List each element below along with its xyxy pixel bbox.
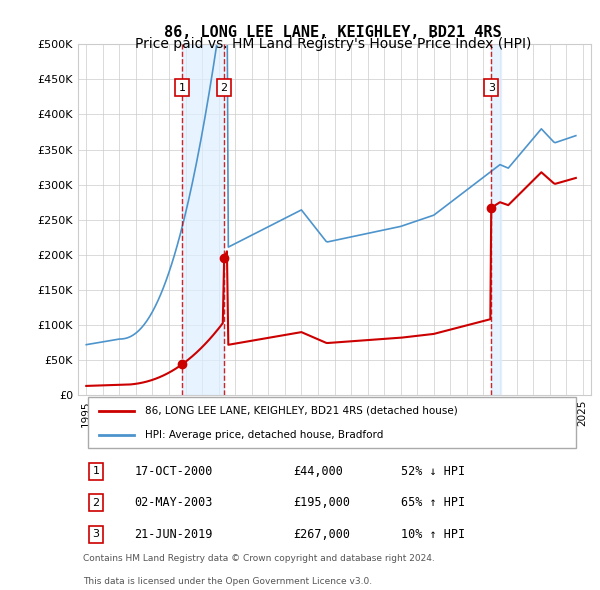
Text: 2: 2: [221, 83, 228, 93]
Text: 3: 3: [488, 83, 495, 93]
Text: 86, LONG LEE LANE, KEIGHLEY, BD21 4RS (detached house): 86, LONG LEE LANE, KEIGHLEY, BD21 4RS (d…: [145, 406, 457, 415]
Bar: [182, 44, 224, 395]
Text: 2: 2: [92, 498, 100, 508]
Text: HPI: Average price, detached house, Bradford: HPI: Average price, detached house, Brad…: [145, 430, 383, 440]
Text: £44,000: £44,000: [293, 465, 343, 478]
Text: 21-JUN-2019: 21-JUN-2019: [134, 527, 213, 540]
Text: 1: 1: [92, 466, 100, 476]
Text: 10% ↑ HPI: 10% ↑ HPI: [401, 527, 466, 540]
Text: Price paid vs. HM Land Registry's House Price Index (HPI): Price paid vs. HM Land Registry's House …: [135, 37, 531, 51]
FancyBboxPatch shape: [88, 398, 575, 448]
Text: 3: 3: [92, 529, 100, 539]
Text: 1: 1: [179, 83, 185, 93]
Text: Contains HM Land Registry data © Crown copyright and database right 2024.: Contains HM Land Registry data © Crown c…: [83, 554, 435, 563]
Text: 17-OCT-2000: 17-OCT-2000: [134, 465, 213, 478]
Text: 86, LONG LEE LANE, KEIGHLEY, BD21 4RS: 86, LONG LEE LANE, KEIGHLEY, BD21 4RS: [164, 25, 502, 40]
Bar: [491, 44, 501, 395]
Text: £195,000: £195,000: [293, 496, 350, 509]
Text: £267,000: £267,000: [293, 527, 350, 540]
Text: 02-MAY-2003: 02-MAY-2003: [134, 496, 213, 509]
Text: This data is licensed under the Open Government Licence v3.0.: This data is licensed under the Open Gov…: [83, 576, 372, 585]
Text: 52% ↓ HPI: 52% ↓ HPI: [401, 465, 466, 478]
Text: 65% ↑ HPI: 65% ↑ HPI: [401, 496, 466, 509]
